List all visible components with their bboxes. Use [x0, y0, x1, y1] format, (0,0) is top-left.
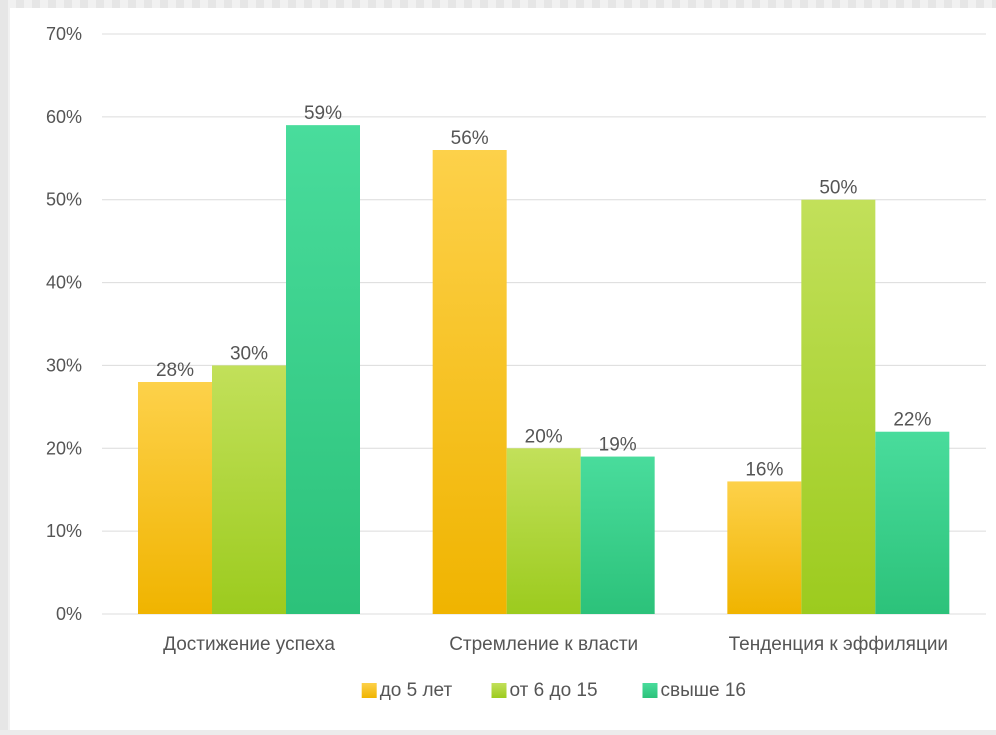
legend-item[interactable]: свыше 16 — [642, 680, 746, 701]
y-tick-label: 20% — [46, 438, 82, 458]
legend[interactable]: до 5 лет от 6 до 15 свыше 16 — [361, 680, 746, 701]
legend-label: до 5 лет — [380, 680, 453, 701]
bar[interactable] — [506, 448, 581, 614]
legend-label: свыше 16 — [661, 680, 746, 701]
y-tick-label: 30% — [46, 355, 82, 375]
legend-swatch — [642, 683, 658, 698]
bar[interactable] — [286, 125, 360, 615]
legend-swatch — [361, 683, 377, 698]
y-tick-label: 40% — [46, 273, 82, 293]
data-label: 20% — [525, 426, 563, 447]
x-tick-label: Тенденция к эффиляции — [729, 634, 948, 655]
x-axis-ticks: Достижение успеха Стремление к власти Тенд… — [163, 634, 948, 655]
bar[interactable] — [875, 431, 950, 614]
data-labels: 28% 30% 59% 56% 20% 19% 16% 50% 22% — [156, 103, 931, 480]
data-label: 50% — [819, 178, 857, 199]
data-label: 19% — [599, 435, 637, 456]
legend-swatch — [491, 683, 507, 698]
bar[interactable] — [801, 199, 876, 614]
y-tick-label: 0% — [56, 604, 82, 624]
y-tick-label: 60% — [46, 107, 82, 127]
bar[interactable] — [580, 456, 655, 614]
data-label: 22% — [893, 410, 931, 431]
bar[interactable] — [432, 150, 507, 614]
legend-item[interactable]: от 6 до 15 — [491, 680, 598, 701]
legend-item[interactable]: до 5 лет — [361, 680, 453, 701]
y-axis-ticks: 0% 10% 20% 30% 40% 50% 60% 70% — [46, 24, 82, 624]
bars — [138, 125, 950, 615]
data-label: 28% — [156, 360, 194, 381]
x-tick-label: Стремление к власти — [449, 634, 638, 655]
data-label: 30% — [230, 343, 268, 364]
bar-chart: 0% 10% 20% 30% 40% 50% 60% 70% 28% 30% 59% 56% 20% 1… — [46, 24, 986, 701]
bar[interactable] — [212, 365, 286, 614]
data-label: 59% — [304, 103, 342, 124]
bar[interactable] — [727, 481, 802, 614]
data-label: 16% — [745, 459, 783, 480]
bar[interactable] — [138, 382, 212, 614]
legend-label: от 6 до 15 — [510, 680, 598, 701]
y-tick-label: 70% — [46, 24, 82, 44]
y-tick-label: 50% — [46, 190, 82, 210]
chart-panel: 0% 10% 20% 30% 40% 50% 60% 70% 28% 30% 59% 56% 20% 1… — [10, 8, 996, 730]
x-tick-label: Достижение успеха — [163, 634, 335, 655]
y-tick-label: 10% — [46, 521, 82, 541]
data-label: 56% — [451, 128, 489, 149]
